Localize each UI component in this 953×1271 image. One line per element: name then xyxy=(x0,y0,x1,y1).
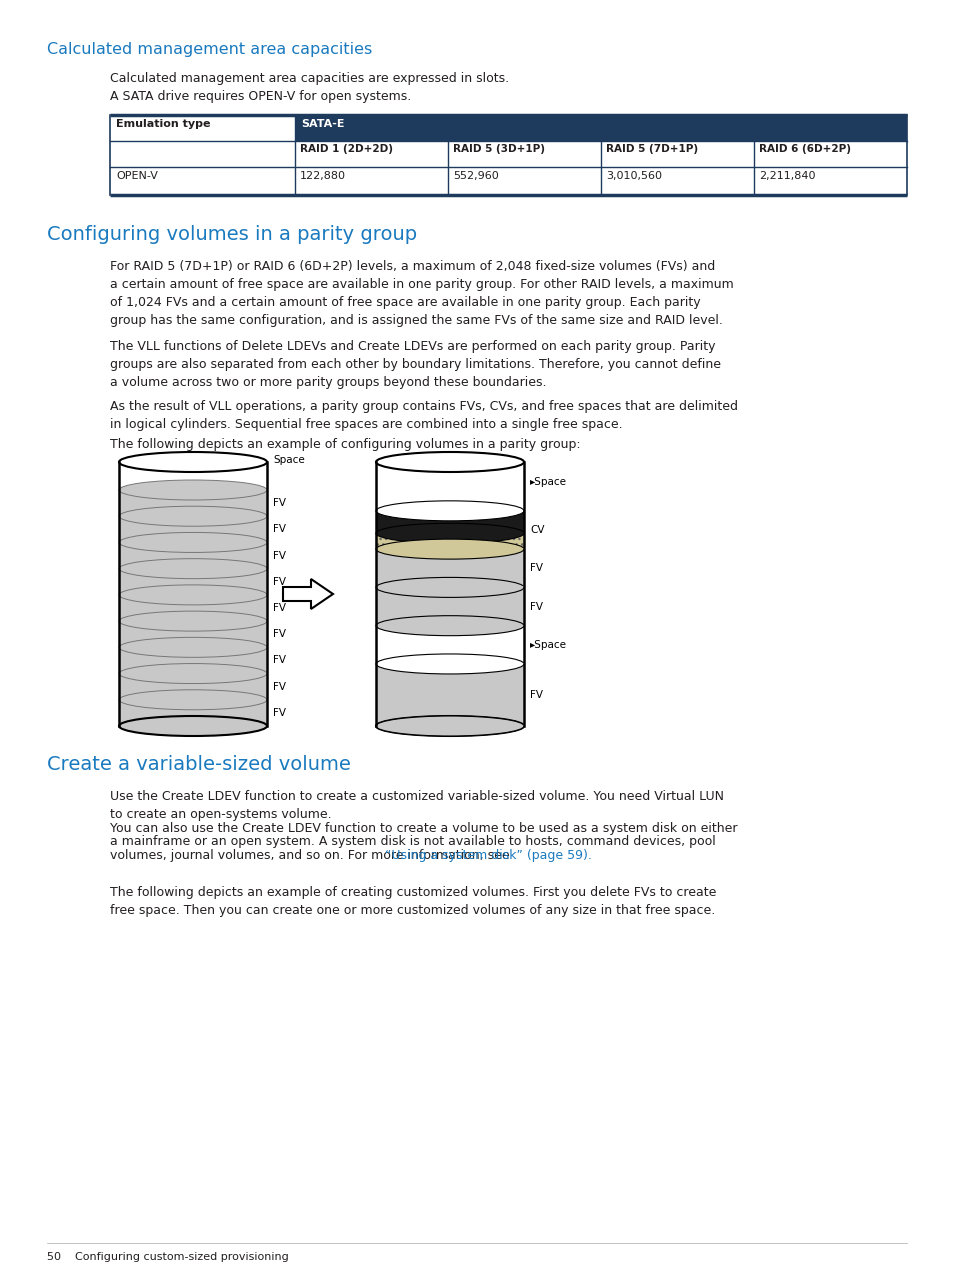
Bar xyxy=(375,461,523,511)
Text: FV: FV xyxy=(273,550,286,561)
Text: Create a variable-sized volume: Create a variable-sized volume xyxy=(47,755,351,774)
Ellipse shape xyxy=(119,506,267,526)
Ellipse shape xyxy=(375,452,523,472)
Ellipse shape xyxy=(119,716,267,736)
Text: ▸Space: ▸Space xyxy=(530,478,566,487)
Bar xyxy=(375,663,523,726)
Text: SATA-E: SATA-E xyxy=(301,119,344,128)
Text: Configuring volumes in a parity group: Configuring volumes in a parity group xyxy=(47,225,416,244)
Bar xyxy=(110,114,294,141)
Text: You can also use the Create LDEV function to create a volume to be used as a sys: You can also use the Create LDEV functio… xyxy=(110,822,737,835)
Ellipse shape xyxy=(119,533,267,553)
Ellipse shape xyxy=(119,452,267,472)
Text: Space: Space xyxy=(273,455,304,465)
Text: 50    Configuring custom-sized provisioning: 50 Configuring custom-sized provisioning xyxy=(47,1252,289,1262)
Text: The following depicts an example of creating customized volumes. First you delet: The following depicts an example of crea… xyxy=(110,886,716,916)
Ellipse shape xyxy=(375,577,523,597)
Ellipse shape xyxy=(375,655,523,674)
Bar xyxy=(119,461,267,491)
Ellipse shape xyxy=(375,539,523,559)
Text: The following depicts an example of configuring volumes in a parity group:: The following depicts an example of conf… xyxy=(110,438,580,451)
Ellipse shape xyxy=(119,559,267,578)
Text: volumes, journal volumes, and so on. For more information, see: volumes, journal volumes, and so on. For… xyxy=(110,849,513,862)
Text: RAID 5 (7D+1P): RAID 5 (7D+1P) xyxy=(605,144,698,154)
Bar xyxy=(375,549,523,587)
Text: Emulation type: Emulation type xyxy=(116,119,211,128)
Ellipse shape xyxy=(375,716,523,736)
Bar xyxy=(119,461,267,726)
Ellipse shape xyxy=(375,615,523,636)
Text: FV: FV xyxy=(530,563,542,573)
Text: a mainframe or an open system. A system disk is not available to hosts, command : a mainframe or an open system. A system … xyxy=(110,835,715,849)
Text: CV: CV xyxy=(530,525,544,535)
Text: 3,010,560: 3,010,560 xyxy=(605,172,661,180)
FancyArrow shape xyxy=(283,580,333,609)
Text: RAID 5 (3D+1P): RAID 5 (3D+1P) xyxy=(453,144,544,154)
Text: As the result of VLL operations, a parity group contains FVs, CVs, and free spac: As the result of VLL operations, a parit… xyxy=(110,400,738,431)
Text: FV: FV xyxy=(273,629,286,639)
Ellipse shape xyxy=(119,480,267,500)
Text: Calculated management area capacities are expressed in slots.: Calculated management area capacities ar… xyxy=(110,72,509,85)
Text: FV: FV xyxy=(273,681,286,691)
Text: FV: FV xyxy=(273,577,286,587)
Text: 122,880: 122,880 xyxy=(299,172,346,180)
Text: FV: FV xyxy=(530,601,542,611)
Text: ▸Space: ▸Space xyxy=(530,639,566,649)
Text: FV: FV xyxy=(273,498,286,508)
Text: 552,960: 552,960 xyxy=(453,172,498,180)
Text: FV: FV xyxy=(273,708,286,718)
Ellipse shape xyxy=(119,663,267,684)
Text: Calculated management area capacities: Calculated management area capacities xyxy=(47,42,372,57)
Text: FV: FV xyxy=(273,602,286,613)
Text: FV: FV xyxy=(273,656,286,666)
Bar xyxy=(375,587,523,625)
Bar xyxy=(375,461,523,726)
Ellipse shape xyxy=(119,690,267,709)
Ellipse shape xyxy=(375,524,523,543)
Text: “Using a system disk” (page 59).: “Using a system disk” (page 59). xyxy=(385,849,591,862)
Text: Use the Create LDEV function to create a customized variable-sized volume. You n: Use the Create LDEV function to create a… xyxy=(110,791,723,821)
Text: RAID 6 (6D+2P): RAID 6 (6D+2P) xyxy=(759,144,850,154)
Bar xyxy=(294,114,906,141)
Bar xyxy=(375,534,523,549)
Ellipse shape xyxy=(375,501,523,521)
Text: The VLL functions of Delete LDEVs and Create LDEVs are performed on each parity : The VLL functions of Delete LDEVs and Cr… xyxy=(110,341,720,389)
Bar xyxy=(375,511,523,534)
Text: 2,211,840: 2,211,840 xyxy=(759,172,815,180)
Text: A SATA drive requires OPEN-V for open systems.: A SATA drive requires OPEN-V for open sy… xyxy=(110,90,411,103)
Text: RAID 1 (2D+2D): RAID 1 (2D+2D) xyxy=(299,144,393,154)
Ellipse shape xyxy=(375,716,523,736)
Ellipse shape xyxy=(119,585,267,605)
Ellipse shape xyxy=(119,611,267,632)
Bar xyxy=(375,534,523,549)
Bar xyxy=(375,625,523,663)
Text: For RAID 5 (7D+1P) or RAID 6 (6D+2P) levels, a maximum of 2,048 fixed-size volum: For RAID 5 (7D+1P) or RAID 6 (6D+2P) lev… xyxy=(110,261,733,327)
Text: OPEN-V: OPEN-V xyxy=(116,172,157,180)
Text: FV: FV xyxy=(530,690,542,700)
Ellipse shape xyxy=(119,637,267,657)
Text: FV: FV xyxy=(273,525,286,534)
